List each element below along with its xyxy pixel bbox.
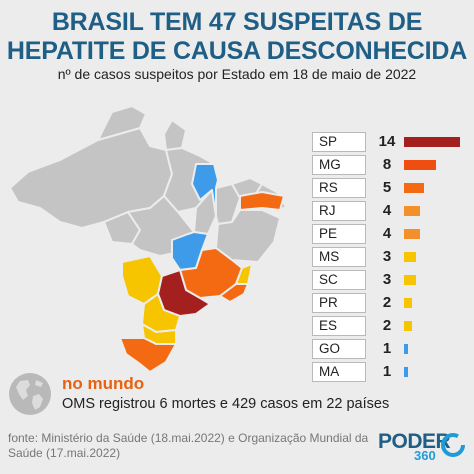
state-label: RS	[312, 178, 366, 198]
state-label: MS	[312, 247, 366, 267]
table-row: PR 2	[312, 293, 462, 313]
bar	[404, 367, 408, 377]
globe-icon	[9, 373, 51, 415]
state-label: PR	[312, 293, 366, 313]
map-region-roraima	[97, 105, 147, 141]
case-count: 3	[382, 271, 392, 288]
table-row: ES 2	[312, 316, 462, 336]
case-count: 1	[382, 363, 392, 380]
case-count: 1	[382, 340, 392, 357]
map-region-maranhao	[191, 163, 219, 217]
bar	[404, 298, 412, 308]
table-row: SC 3	[312, 270, 462, 290]
title-line-1: BRASIL TEM 47 SUSPEITAS DE	[51, 8, 423, 36]
bar	[404, 321, 412, 331]
table-row: MG 8	[312, 155, 462, 175]
table-row: RJ 4	[312, 201, 462, 221]
world-text: OMS registrou 6 mortes e 429 casos em 22…	[62, 396, 390, 412]
case-count: 3	[382, 248, 392, 265]
bar	[404, 183, 424, 193]
table-row: SP 14	[312, 132, 462, 152]
poder360-logo: PODER 360	[378, 430, 468, 464]
case-count: 14	[378, 133, 396, 150]
case-count: 5	[382, 179, 392, 196]
page-subtitle: nº de casos suspeitos por Estado em 18 d…	[57, 66, 417, 82]
table-row: PE 4	[312, 224, 462, 244]
bar	[404, 275, 416, 285]
map-region-rio-grande-sul	[119, 337, 177, 373]
world-title: no mundo	[62, 374, 145, 393]
case-count: 2	[382, 294, 392, 311]
brazil-map	[9, 105, 287, 373]
state-label: PE	[312, 224, 366, 244]
bar	[404, 229, 420, 239]
table-row: MS 3	[312, 247, 462, 267]
state-label: MA	[312, 362, 366, 382]
state-label: MG	[312, 155, 366, 175]
bar	[404, 160, 436, 170]
map-region-pernambuco	[239, 191, 285, 211]
case-count: 8	[382, 156, 392, 173]
bar	[404, 252, 416, 262]
logo-word: PODER	[378, 430, 451, 453]
title-line-2: HEPATITE DE CAUSA DESCONHECIDA	[6, 37, 468, 65]
bar	[404, 344, 408, 354]
source-note: fonte: Ministério da Saúde (18.mai.2022)…	[8, 431, 369, 460]
table-row: GO 1	[312, 339, 462, 359]
map-region-rio-de-janeiro	[219, 283, 249, 303]
state-label: SP	[312, 132, 366, 152]
logo-number: 360	[414, 448, 436, 463]
page-title: BRASIL TEM 47 SUSPEITAS DE HEPATITE DE C…	[0, 8, 474, 66]
bar	[404, 206, 420, 216]
table-row: RS 5	[312, 178, 462, 198]
state-label: GO	[312, 339, 366, 359]
state-label: SC	[312, 270, 366, 290]
state-label: RJ	[312, 201, 366, 221]
map-region-amapa	[163, 119, 187, 151]
logo-ring-icon	[441, 433, 465, 457]
case-count: 4	[382, 225, 392, 242]
table-row: MA 1	[312, 362, 462, 382]
bar	[404, 137, 460, 147]
case-count: 2	[382, 317, 392, 334]
case-count: 4	[382, 202, 392, 219]
state-label: ES	[312, 316, 366, 336]
